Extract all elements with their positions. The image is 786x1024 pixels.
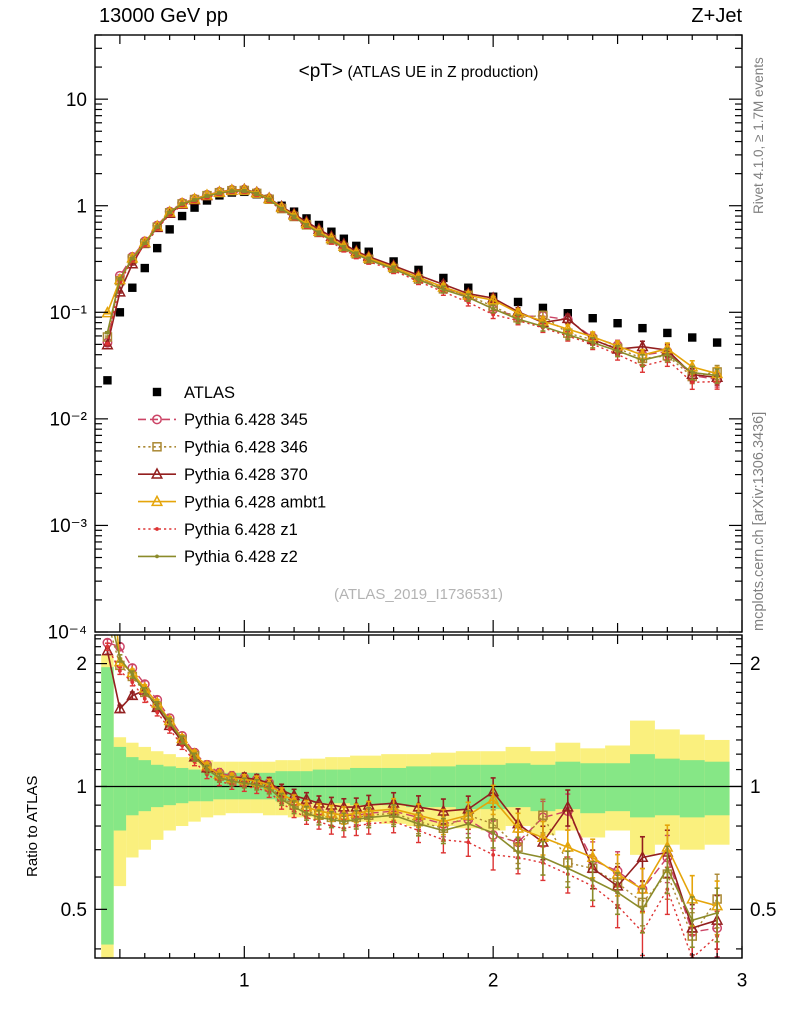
ratio-axis-title: Ratio to ATLAS	[24, 775, 41, 877]
legend-label: Pythia 6.428 z2	[184, 548, 298, 566]
green-band-bin	[679, 760, 705, 818]
process-label: Z+Jet	[691, 5, 742, 27]
green-band-bin	[138, 760, 151, 812]
axis-tick-labels: 10 1 10⁻¹ 10⁻² 10⁻³ 10⁻⁴ 2 2 1 1 0.5 0.5 1 2 3	[48, 90, 777, 992]
x-tick-label: 1	[239, 971, 250, 992]
green-band-bin	[101, 667, 114, 945]
green-band-bin	[704, 761, 730, 816]
legend: ATLAS Pythia 6.428 345 Pythia 6.428 346 Pyt…	[138, 384, 326, 566]
green-band-bin	[630, 754, 655, 818]
main-y-tick-label: 10⁻²	[50, 410, 88, 431]
main-y-tick-label: 10⁻³	[50, 516, 88, 537]
ratio-y-tick-label-left: 2	[76, 654, 87, 675]
x-tick-label: 3	[737, 971, 748, 992]
legend-label-atlas: ATLAS	[184, 384, 235, 402]
legend-label: Pythia 6.428 370	[184, 466, 308, 484]
series-pythia-6-428-z1-main	[104, 189, 720, 391]
legend-label: Pythia 6.428 346	[184, 439, 308, 457]
beam-energy-label: 13000 GeV pp	[99, 5, 228, 27]
plot-title: <pT> (ATLAS UE in Z production)	[95, 61, 742, 83]
analysis-id-watermark: (ATLAS_2019_I1736531)	[333, 586, 503, 603]
observable-label: <pT>	[298, 61, 343, 82]
mcplots-arxiv-label: mcplots.cern.ch [arXiv:1306.3436]	[751, 411, 767, 631]
green-band-bin	[505, 763, 531, 808]
ratio-y-tick-label-right: 2	[750, 654, 761, 675]
ratio-y-tick-label-right: 1	[750, 777, 761, 798]
legend-label: Pythia 6.428 345	[184, 411, 308, 429]
series-pythia-6-428-346-main	[102, 185, 722, 385]
main-y-tick-label: 10⁻¹	[50, 303, 88, 324]
legend-label: Pythia 6.428 ambt1	[184, 493, 326, 511]
series-pythia-6-428-z2-ratio	[113, 635, 720, 949]
green-band-bin	[175, 767, 189, 804]
rivet-version-label: Rivet 4.1.0, ≥ 1.7M events	[751, 57, 766, 214]
ratio-y-tick-label-left: 1	[76, 777, 87, 798]
green-band-bin	[113, 746, 127, 831]
axis-ticks	[95, 34, 743, 958]
series-pythia-6-428-ambt1-main	[101, 183, 724, 383]
plot-subtitle: (ATLAS UE in Z production)	[347, 64, 539, 81]
main-panel-frame	[94, 34, 743, 633]
ratio-y-tick-label-right: 0.5	[750, 900, 776, 921]
main-y-tick-label: 10	[66, 90, 87, 111]
green-band-bin	[580, 763, 606, 814]
ratio-y-tick-label-left: 0.5	[61, 900, 87, 921]
legend-label: Pythia 6.428 z1	[184, 521, 298, 539]
green-band-bin	[605, 763, 631, 812]
green-band-bin	[188, 769, 201, 802]
main-y-tick-label: 10⁻⁴	[48, 623, 87, 644]
main-y-tick-label: 1	[76, 196, 87, 217]
series-pythia-6-428-z2-main	[104, 188, 720, 384]
green-band-bin	[163, 766, 176, 806]
x-tick-label: 2	[488, 971, 499, 992]
series-pythia-6-428-345-main	[102, 184, 723, 388]
